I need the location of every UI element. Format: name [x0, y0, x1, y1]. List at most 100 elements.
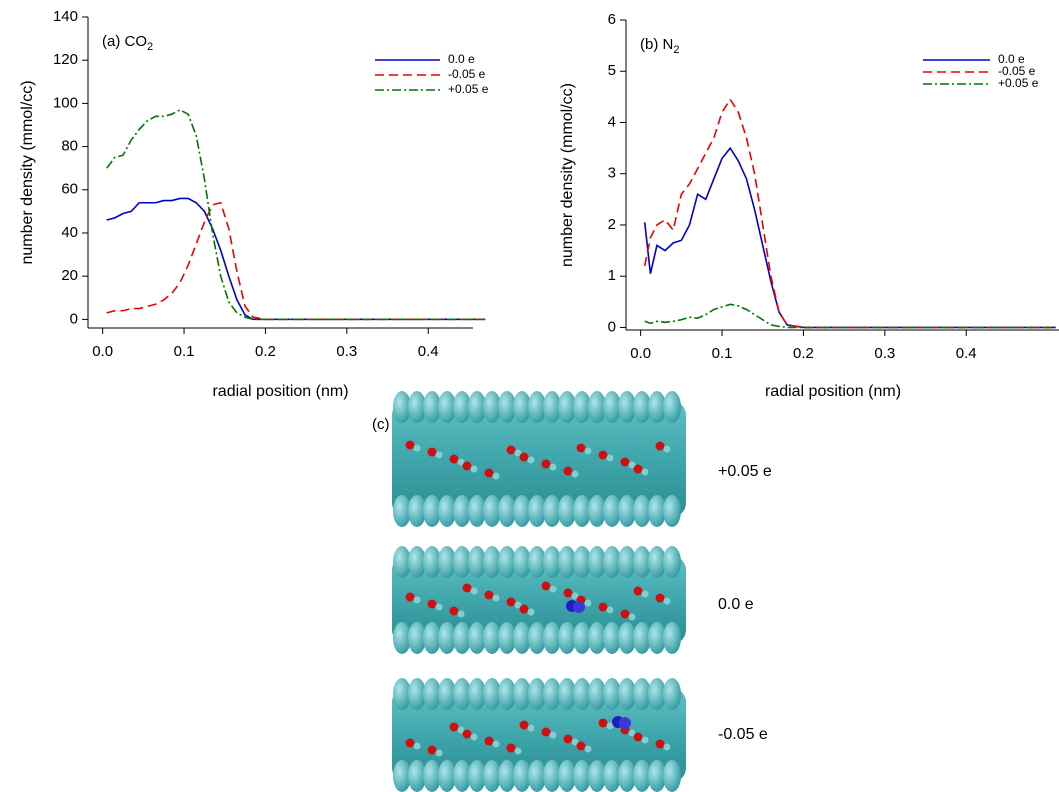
- y-axis-label: number density (mmol/cc): [19, 80, 36, 264]
- x-tick-label: 0.1: [174, 343, 195, 360]
- legend-label: +0.05 e: [448, 82, 489, 96]
- y-tick-label: 5: [608, 62, 616, 79]
- oxygen-atom: [656, 594, 665, 603]
- oxygen-atom: [599, 451, 608, 460]
- carbon-atom: [664, 598, 671, 605]
- oxygen-atom: [656, 740, 665, 749]
- line-series: [645, 148, 1056, 327]
- carbon-atom: [471, 734, 478, 741]
- y-tick-label: 80: [61, 138, 78, 155]
- carbon-atom: [607, 607, 614, 614]
- carbon-atom: [550, 732, 557, 739]
- x-tick-label: 0.3: [874, 345, 895, 362]
- chart-title: (b) N2: [640, 36, 679, 56]
- carbon-atom: [528, 725, 535, 732]
- x-tick-label: 0.2: [793, 345, 814, 362]
- carbon-atom: [585, 600, 592, 607]
- oxygen-atom: [463, 584, 472, 593]
- y-tick-label: 4: [608, 113, 616, 130]
- carbon-atom: [436, 750, 443, 757]
- legend-label: +0.05 e: [998, 76, 1039, 90]
- y-axis-label: number density (mmol/cc): [559, 83, 576, 267]
- legend-label: 0.0 e: [448, 52, 475, 66]
- nitrogen-atom: [619, 717, 631, 729]
- oxygen-atom: [621, 458, 630, 467]
- y-tick-label: 40: [61, 224, 78, 241]
- oxygen-atom: [564, 735, 573, 744]
- oxygen-atom: [450, 455, 459, 464]
- tube-label: +0.05 e: [718, 463, 772, 480]
- oxygen-atom: [485, 469, 494, 478]
- nanotube: [392, 546, 686, 654]
- atom-row: [663, 546, 681, 578]
- tube-label: 0.0 e: [718, 596, 754, 613]
- oxygen-atom: [634, 587, 643, 596]
- y-tick-label: 0: [70, 310, 78, 327]
- carbon-atom: [471, 466, 478, 473]
- y-tick-label: 20: [61, 267, 78, 284]
- oxygen-atom: [507, 598, 516, 607]
- carbon-atom: [471, 588, 478, 595]
- oxygen-atom: [428, 746, 437, 755]
- title-main: (b) N: [640, 36, 673, 53]
- y-tick-label: 120: [53, 51, 78, 68]
- atom-row: [663, 495, 681, 527]
- line-series: [107, 198, 485, 319]
- atom-row: [663, 622, 681, 654]
- y-tick-label: 3: [608, 165, 616, 182]
- oxygen-atom: [577, 444, 586, 453]
- line-series: [107, 203, 485, 320]
- figure: (c) +0.05 e0.0 e-0.05 e 0204060801001201…: [0, 0, 1059, 792]
- oxygen-atom: [577, 742, 586, 751]
- oxygen-atom: [406, 441, 415, 450]
- atom-row: [663, 760, 681, 792]
- nanotube: [392, 391, 686, 527]
- carbon-atom: [436, 604, 443, 611]
- carbon-atom: [572, 471, 579, 478]
- oxygen-atom: [520, 605, 529, 614]
- atom-row: [663, 678, 681, 710]
- carbon-atom: [493, 741, 500, 748]
- carbon-atom: [629, 614, 636, 621]
- oxygen-atom: [406, 739, 415, 748]
- x-tick-label: 0.0: [92, 343, 113, 360]
- carbon-atom: [493, 473, 500, 480]
- title-subscript: 2: [147, 41, 153, 53]
- legend-label: -0.05 e: [448, 67, 486, 81]
- panel-c: (c) +0.05 e0.0 e-0.05 e: [372, 391, 772, 792]
- carbon-atom: [528, 457, 535, 464]
- carbon-atom: [528, 609, 535, 616]
- oxygen-atom: [507, 744, 516, 753]
- carbon-atom: [515, 748, 522, 755]
- oxygen-atom: [485, 591, 494, 600]
- carbon-atom: [664, 446, 671, 453]
- oxygen-atom: [450, 723, 459, 732]
- oxygen-atom: [656, 442, 665, 451]
- y-tick-label: 6: [608, 11, 616, 28]
- carbon-atom: [493, 595, 500, 602]
- x-axis-label: radial position (nm): [212, 383, 348, 400]
- y-tick-label: 60: [61, 181, 78, 198]
- oxygen-atom: [463, 462, 472, 471]
- oxygen-atom: [520, 721, 529, 730]
- x-axis-label: radial position (nm): [765, 383, 901, 400]
- carbon-atom: [642, 469, 649, 476]
- oxygen-atom: [564, 589, 573, 598]
- atom-row: [663, 391, 681, 423]
- carbon-atom: [607, 455, 614, 462]
- carbon-atom: [436, 452, 443, 459]
- x-tick-label: 0.2: [255, 343, 276, 360]
- title-subscript: 2: [673, 44, 679, 56]
- carbon-atom: [585, 746, 592, 753]
- chart-title: (a) CO2: [102, 33, 153, 53]
- line-series: [645, 99, 1056, 327]
- oxygen-atom: [507, 446, 516, 455]
- title-main: (a) CO: [102, 33, 147, 50]
- oxygen-atom: [634, 465, 643, 474]
- oxygen-atom: [520, 453, 529, 462]
- y-tick-label: 0: [608, 318, 616, 335]
- oxygen-atom: [428, 448, 437, 457]
- oxygen-atom: [450, 607, 459, 616]
- oxygen-atom: [406, 593, 415, 602]
- oxygen-atom: [599, 603, 608, 612]
